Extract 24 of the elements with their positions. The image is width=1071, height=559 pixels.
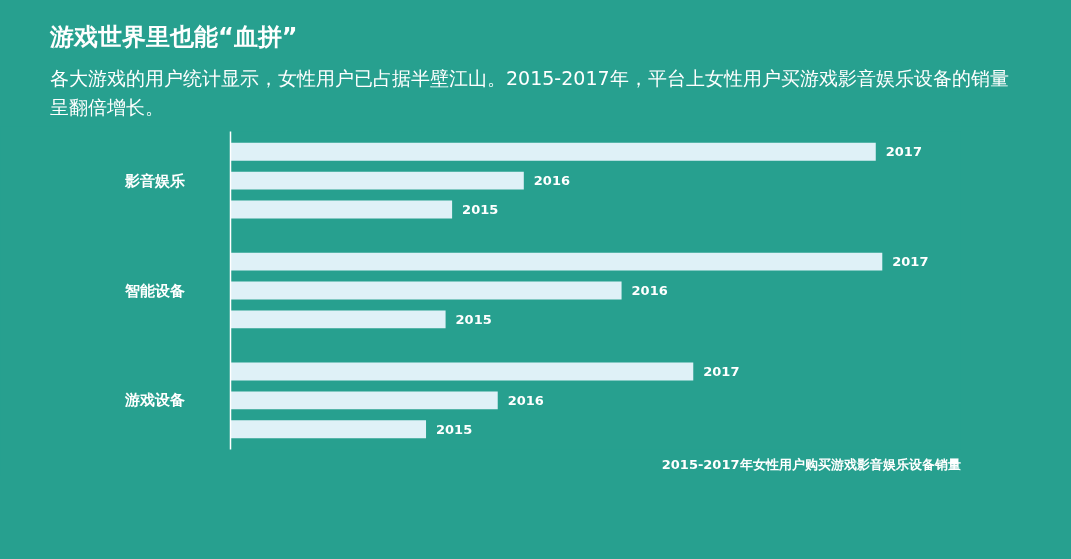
bar bbox=[230, 252, 883, 271]
chart-subtitle: 各大游戏的用户统计显示，女性用户已占据半壁江山。2015-2017年，平台上女性用户买游戏影音娱乐设备的销量呈翻倍增长。 bbox=[50, 66, 1010, 120]
text: 2016 bbox=[507, 393, 544, 409]
text: 2017 bbox=[892, 254, 929, 270]
bar bbox=[230, 143, 876, 161]
series-label: 2016 bbox=[533, 173, 570, 189]
y-tick-label: 影音娱乐 bbox=[123, 171, 185, 190]
chart-title: 游戏世界里也能“血拼” bbox=[50, 22, 298, 53]
text: 2016 bbox=[631, 283, 668, 299]
bar bbox=[230, 420, 427, 439]
bar bbox=[230, 200, 453, 219]
series-label: 2015 bbox=[462, 202, 499, 218]
text: 2015-2017年女性用户购买游戏影音娱乐设备销量 bbox=[661, 456, 961, 472]
bar bbox=[230, 310, 446, 329]
y-tick-label: 游戏设备 bbox=[123, 391, 185, 410]
bar bbox=[230, 362, 694, 381]
bar bbox=[230, 391, 498, 410]
bar bbox=[230, 281, 622, 300]
text: 2015 bbox=[455, 312, 492, 328]
series-label: 2017 bbox=[885, 144, 922, 160]
bar bbox=[230, 171, 524, 190]
text: 2015 bbox=[436, 422, 473, 438]
text: 2017 bbox=[703, 364, 740, 380]
y-tick-label: 智能设备 bbox=[123, 281, 185, 300]
